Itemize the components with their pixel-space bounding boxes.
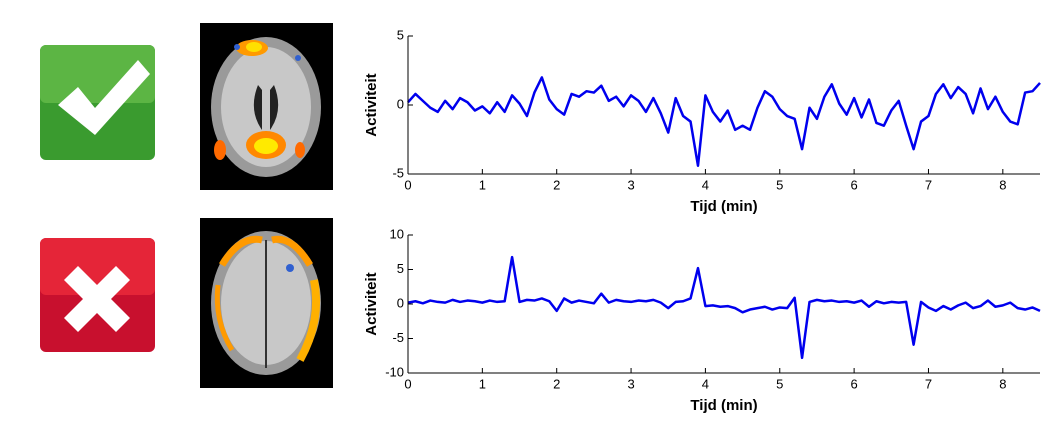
x-tick-label: 7 bbox=[925, 177, 932, 192]
x-tick-label: 2 bbox=[553, 376, 560, 391]
x-tick-label: 5 bbox=[776, 177, 783, 192]
y-tick-label: -10 bbox=[385, 364, 404, 379]
x-tick-label: 4 bbox=[702, 177, 709, 192]
x-tick-label: 2 bbox=[553, 177, 560, 192]
x-tick-label: 8 bbox=[999, 177, 1006, 192]
x-tick-label: 7 bbox=[925, 376, 932, 391]
y-axis-label: Activiteit bbox=[363, 272, 380, 335]
brain-image bbox=[200, 23, 333, 190]
x-tick-label: 1 bbox=[479, 177, 486, 192]
y-axis-label: Activiteit bbox=[363, 73, 380, 136]
x-tick-label: 3 bbox=[627, 376, 634, 391]
y-tick-label: -5 bbox=[392, 165, 404, 180]
x-axis-label: Tijd (min) bbox=[690, 397, 757, 414]
y-tick-label: -5 bbox=[392, 330, 404, 345]
y-tick-label: 5 bbox=[397, 261, 404, 276]
x-tick-label: 8 bbox=[999, 376, 1006, 391]
x-tick-label: 1 bbox=[479, 376, 486, 391]
x-tick-label: 4 bbox=[702, 376, 709, 391]
y-tick-label: 0 bbox=[397, 295, 404, 310]
x-tick-label: 0 bbox=[404, 177, 411, 192]
x-tick-label: 6 bbox=[851, 177, 858, 192]
x-tick-label: 0 bbox=[404, 376, 411, 391]
check-icon bbox=[40, 45, 155, 160]
y-tick-label: 0 bbox=[397, 96, 404, 111]
brain-image bbox=[200, 218, 333, 388]
x-tick-label: 6 bbox=[851, 376, 858, 391]
x-axis-label: Tijd (min) bbox=[690, 198, 757, 215]
data-line bbox=[407, 255, 1041, 360]
data-line bbox=[407, 76, 1041, 167]
cross-icon bbox=[40, 238, 155, 352]
x-tick-label: 5 bbox=[776, 376, 783, 391]
y-tick-label: 10 bbox=[390, 226, 404, 241]
x-tick-label: 3 bbox=[627, 177, 634, 192]
y-tick-label: 5 bbox=[397, 27, 404, 42]
